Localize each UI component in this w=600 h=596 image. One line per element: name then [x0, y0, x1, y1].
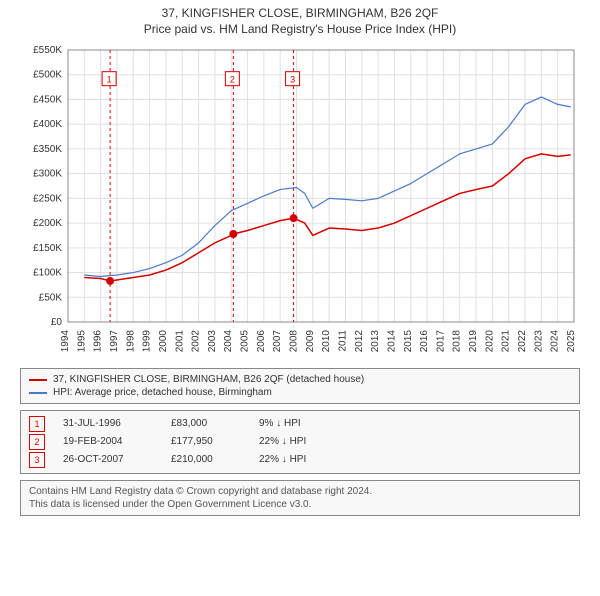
x-tick-label: 2022	[517, 330, 528, 353]
legend-label: HPI: Average price, detached house, Birm…	[53, 387, 272, 398]
x-tick-label: 1998	[125, 330, 136, 353]
marker-relative: 22% ↓ HPI	[259, 434, 349, 450]
marker-row: 2 19-FEB-2004 £177,950 22% ↓ HPI	[29, 433, 571, 451]
legend-swatch	[29, 379, 47, 381]
footer-line-2: This data is licensed under the Open Gov…	[29, 498, 571, 511]
marker-table: 1 31-JUL-1996 £83,000 9% ↓ HPI 2 19-FEB-2004 £…	[20, 410, 580, 474]
x-tick-label: 2023	[533, 330, 544, 353]
marker-price: £177,950	[171, 434, 241, 450]
x-tick-label: 2009	[305, 330, 316, 353]
x-tick-label: 2018	[452, 330, 463, 353]
chart-marker-index: 3	[290, 75, 295, 85]
x-tick-label: 1995	[76, 330, 87, 353]
x-tick-label: 2006	[256, 330, 267, 353]
marker-date: 31-JUL-1996	[63, 416, 153, 432]
x-tick-label: 1997	[109, 330, 120, 353]
x-tick-label: 2003	[207, 330, 218, 353]
marker-date: 26-OCT-2007	[63, 452, 153, 468]
price-chart: £0 £50K £100K £150K £200K £250K £300K £350K £400…	[20, 42, 580, 362]
x-tick-label: 2015	[403, 330, 414, 353]
x-tick-label: 2004	[223, 330, 234, 353]
y-tick-label: £0	[51, 317, 63, 328]
y-tick-label: £300K	[33, 169, 62, 180]
y-tick-label: £250K	[33, 193, 62, 204]
page-subtitle: Price paid vs. HM Land Registry's House …	[0, 22, 600, 36]
x-tick-label: 2000	[158, 330, 169, 353]
x-tick-label: 2025	[566, 330, 577, 353]
marker-relative: 22% ↓ HPI	[259, 452, 349, 468]
y-tick-label: £400K	[33, 119, 62, 130]
marker-index-box: 2	[29, 434, 45, 450]
x-tick-label: 2008	[289, 330, 300, 353]
y-tick-label: £550K	[33, 45, 62, 56]
footer-line-1: Contains HM Land Registry data © Crown c…	[29, 485, 571, 498]
x-tick-label: 2011	[337, 330, 348, 352]
marker-row: 3 26-OCT-2007 £210,000 22% ↓ HPI	[29, 451, 571, 469]
y-tick-label: £450K	[33, 94, 62, 105]
legend: 37, KINGFISHER CLOSE, BIRMINGHAM, B26 2Q…	[20, 368, 580, 404]
legend-item: 37, KINGFISHER CLOSE, BIRMINGHAM, B26 2Q…	[29, 373, 571, 386]
chart-marker-index: 1	[107, 75, 112, 85]
marker-index-box: 1	[29, 416, 45, 432]
x-tick-label: 2020	[484, 330, 495, 353]
marker-index-box: 3	[29, 452, 45, 468]
x-tick-label: 2019	[468, 330, 479, 353]
x-tick-label: 2024	[550, 330, 561, 353]
footer-attribution: Contains HM Land Registry data © Crown c…	[20, 480, 580, 516]
y-tick-label: £200K	[33, 218, 62, 229]
marker-price: £210,000	[171, 452, 241, 468]
x-tick-label: 2013	[370, 330, 381, 353]
marker-relative: 9% ↓ HPI	[259, 416, 349, 432]
x-tick-label: 2016	[419, 330, 430, 353]
x-tick-label: 2021	[501, 330, 512, 353]
y-tick-label: £150K	[33, 243, 62, 254]
x-tick-label: 2005	[240, 330, 251, 353]
legend-label: 37, KINGFISHER CLOSE, BIRMINGHAM, B26 2Q…	[53, 374, 364, 385]
x-tick-label: 1994	[60, 330, 71, 353]
y-tick-label: £500K	[33, 70, 62, 81]
x-tick-label: 2007	[272, 330, 283, 353]
legend-item: HPI: Average price, detached house, Birm…	[29, 386, 571, 399]
marker-date: 19-FEB-2004	[63, 434, 153, 450]
chart-marker-index: 2	[230, 75, 235, 85]
x-tick-label: 1999	[142, 330, 153, 353]
y-tick-label: £50K	[39, 292, 63, 303]
legend-swatch	[29, 392, 47, 394]
marker-row: 1 31-JUL-1996 £83,000 9% ↓ HPI	[29, 415, 571, 433]
page-title: 37, KINGFISHER CLOSE, BIRMINGHAM, B26 2Q…	[0, 6, 600, 20]
x-tick-label: 2002	[191, 330, 202, 353]
x-tick-label: 2012	[354, 330, 365, 353]
x-tick-label: 1996	[93, 330, 104, 353]
chart-container: £0 £50K £100K £150K £200K £250K £300K £350K £400…	[20, 42, 580, 362]
y-tick-label: £350K	[33, 144, 62, 155]
x-tick-label: 2017	[435, 330, 446, 353]
marker-price: £83,000	[171, 416, 241, 432]
x-tick-label: 2014	[386, 330, 397, 353]
x-tick-label: 2001	[174, 330, 185, 353]
x-tick-label: 2010	[321, 330, 332, 353]
y-tick-label: £100K	[33, 268, 62, 279]
